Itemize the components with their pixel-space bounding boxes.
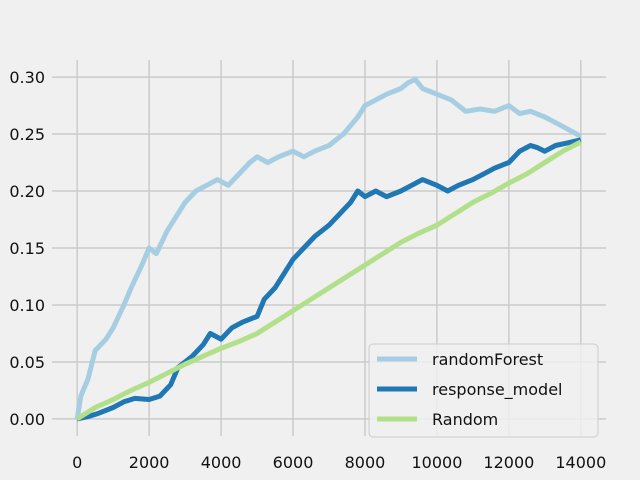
x-tick-label: 2000 (129, 453, 170, 472)
series-line-randomforest (74, 76, 583, 420)
x-tick-label: 0 (72, 453, 82, 472)
series-line-response-model (76, 137, 582, 422)
y-tick-label: 0.30 (9, 68, 45, 87)
legend-box (368, 343, 599, 438)
legend-label: response_model (432, 380, 563, 400)
legend: randomForest response_model Random (368, 343, 599, 438)
x-tick-label: 12000 (483, 453, 534, 472)
y-tick-label: 0.20 (9, 182, 45, 201)
series-layer (74, 76, 583, 422)
y-tick-label: 0.15 (9, 239, 45, 258)
x-tick-label: 6000 (273, 453, 314, 472)
series-line-random (75, 139, 582, 422)
y-tick-label: 0.00 (9, 410, 45, 429)
y-axis-ticks: 0.00 0.05 0.10 0.15 0.20 0.25 0.30 (9, 68, 45, 429)
x-axis-ticks: 0 2000 4000 6000 8000 10000 12000 14000 (72, 453, 606, 472)
legend-label: randomForest (432, 350, 543, 369)
x-tick-label: 4000 (201, 453, 242, 472)
y-tick-label: 0.05 (9, 353, 45, 372)
y-tick-label: 0.10 (9, 296, 45, 315)
x-tick-label: 10000 (411, 453, 462, 472)
x-tick-label: 14000 (555, 453, 606, 472)
y-tick-label: 0.25 (9, 125, 45, 144)
x-tick-label: 8000 (345, 453, 386, 472)
legend-label: Random (432, 410, 498, 429)
